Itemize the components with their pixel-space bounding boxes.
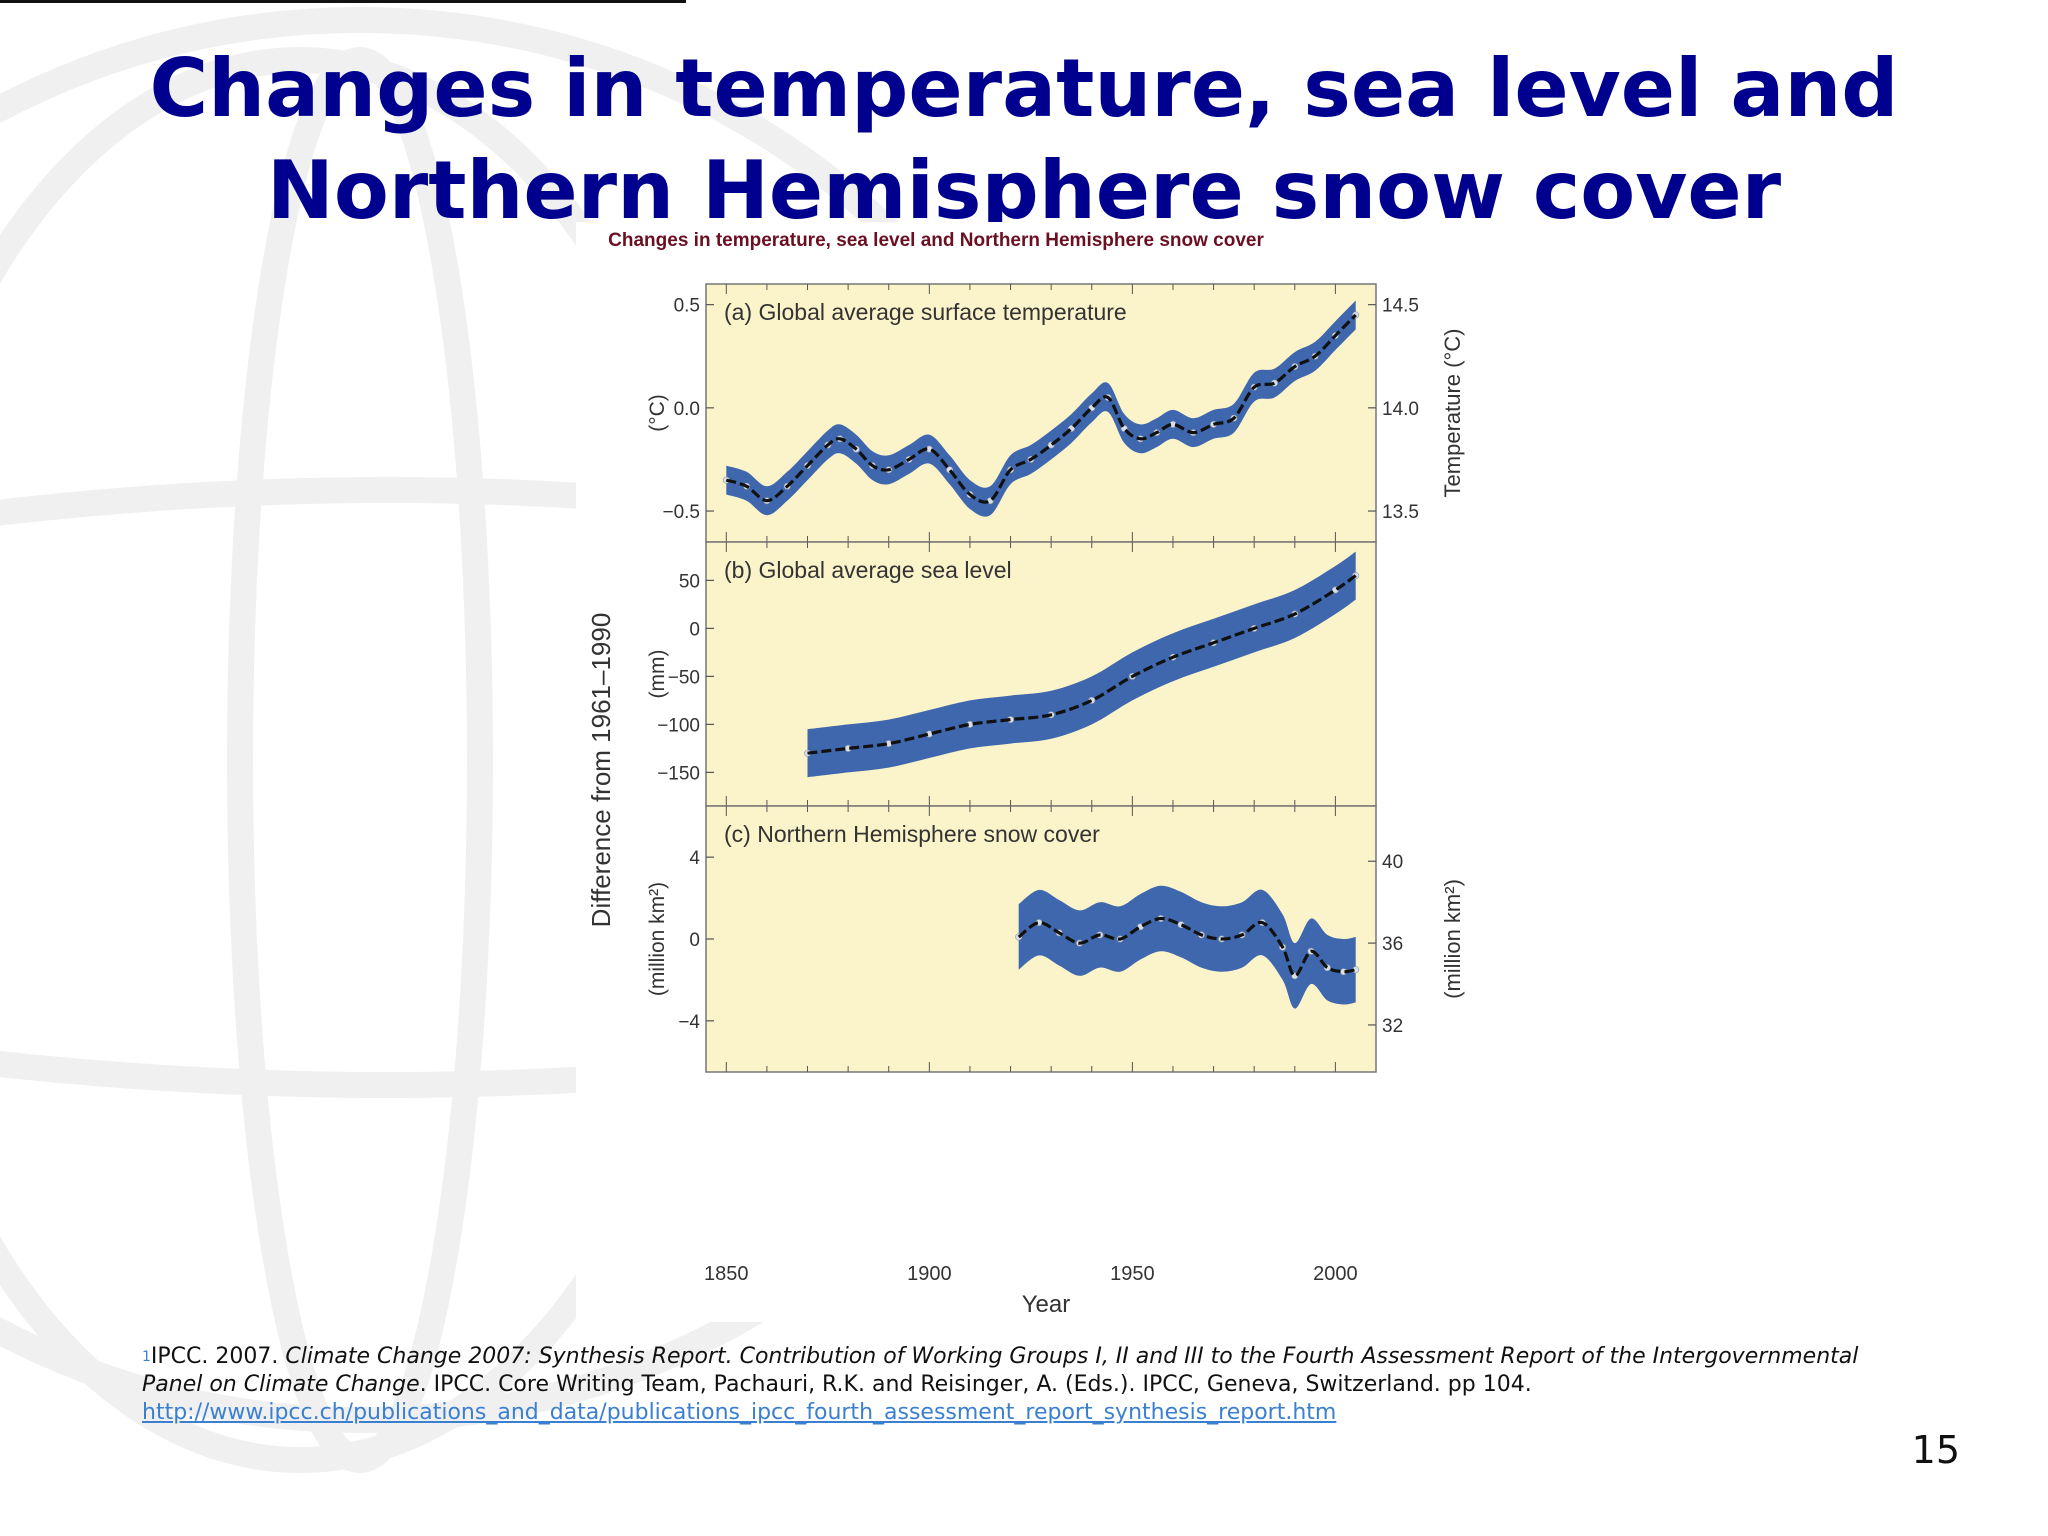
y-tick-label: −100: [657, 715, 700, 736]
slide-title: Changes in temperature, sea level and No…: [60, 38, 1988, 242]
right-tick-label: 36: [1382, 934, 1403, 955]
panel-0: (a) Global average surface temperature 0.…: [646, 283, 1465, 543]
slide-title-line-1: Changes in temperature, sea level and: [149, 42, 1899, 135]
x-tick-label: 2000: [1313, 1263, 1358, 1285]
panel-0-background: [706, 284, 1376, 542]
panel-2-y-axis-label: (million km²): [646, 882, 669, 996]
left-axis-label: Difference from 1961–1990: [586, 613, 616, 928]
ipcc-figure: Changes in temperature, sea level and No…: [576, 222, 1496, 1322]
x-tick-label: 1850: [704, 1263, 749, 1285]
figure-title: Changes in temperature, sea level and No…: [608, 230, 1264, 251]
right-tick-label: 40: [1382, 852, 1403, 873]
panel-0-label: (a) Global average surface temperature: [724, 299, 1127, 325]
panel-2-series-line: [1017, 916, 1357, 978]
x-tick-label: 1900: [907, 1263, 952, 1285]
x-axis: 1850 1900 1950 2000: [704, 1263, 1358, 1285]
y-tick-label: −50: [668, 667, 700, 688]
panel-2-uncertainty-band: [1018, 885, 1356, 1009]
panel-1: (b) Global average sea level 50 0 −50 −100 −1…: [646, 541, 1377, 807]
panel-0-uncertainty-band: [726, 300, 1356, 517]
right-tick-label: 13.5: [1382, 502, 1419, 523]
panel-1-label: (b) Global average sea level: [724, 557, 1012, 583]
panel-2-label: (c) Northern Hemisphere snow cover: [724, 821, 1100, 847]
top-rule: [0, 0, 686, 3]
y-tick-label: 4: [689, 848, 700, 869]
slide-title-line-2: Northern Hemisphere snow cover: [266, 144, 1782, 237]
y-tick-label: −4: [678, 1012, 700, 1033]
panel-1-y-axis-label: (mm): [646, 650, 669, 699]
x-axis-label: Year: [1022, 1291, 1071, 1318]
y-tick-label: 0.5: [674, 296, 700, 317]
right-tick-label: 14.5: [1382, 296, 1419, 317]
panel-0-series-line: [725, 313, 1357, 504]
panel-1-series-line: [807, 574, 1357, 755]
y-tick-label: −150: [657, 763, 700, 784]
figure-panels: (a) Global average surface temperature 0.…: [646, 283, 1465, 1073]
y-tick-label: 0.0: [674, 399, 700, 420]
y-tick-label: 0: [689, 930, 700, 951]
y-tick-label: 50: [679, 571, 700, 592]
panel-2: (c) Northern Hemisphere snow cover40−4(m…: [646, 805, 1465, 1073]
panel-0-right-axis-label: Temperature (°C): [1440, 329, 1465, 498]
right-tick-label: 32: [1382, 1016, 1403, 1037]
panel-2-right-axis-label: (million km²): [1440, 879, 1465, 999]
panel-1-uncertainty-band: [807, 551, 1356, 778]
panel-0-y-axis-label: (°C): [646, 394, 669, 432]
y-tick-label: 0: [689, 619, 700, 640]
citation-link[interactable]: http://www.ipcc.ch/publications_and_data…: [142, 1400, 1337, 1425]
citation-title: Climate Change 2007: Synthesis Report. C…: [142, 1344, 1859, 1397]
page-number: 15: [1911, 1428, 1960, 1472]
x-tick-label: 1950: [1110, 1263, 1155, 1285]
citation-details: . IPCC. Core Writing Team, Pachauri, R.K…: [419, 1372, 1532, 1397]
citation: 1IPCC. 2007. Climate Change 2007: Synthe…: [142, 1343, 1922, 1427]
right-tick-label: 14.0: [1382, 399, 1419, 420]
y-tick-label: −0.5: [662, 502, 700, 523]
citation-authors: IPCC. 2007.: [150, 1344, 286, 1369]
footnote-mark: 1: [142, 1349, 151, 1365]
